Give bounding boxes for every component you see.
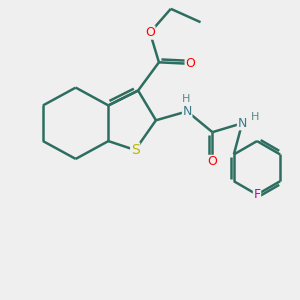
Text: S: S	[131, 143, 140, 157]
Text: F: F	[254, 188, 261, 201]
Text: O: O	[208, 155, 218, 168]
Text: N: N	[182, 105, 192, 118]
Text: H: H	[182, 94, 190, 104]
Text: O: O	[145, 26, 155, 39]
Text: N: N	[238, 117, 247, 130]
Text: H: H	[250, 112, 259, 122]
Text: O: O	[185, 57, 195, 70]
